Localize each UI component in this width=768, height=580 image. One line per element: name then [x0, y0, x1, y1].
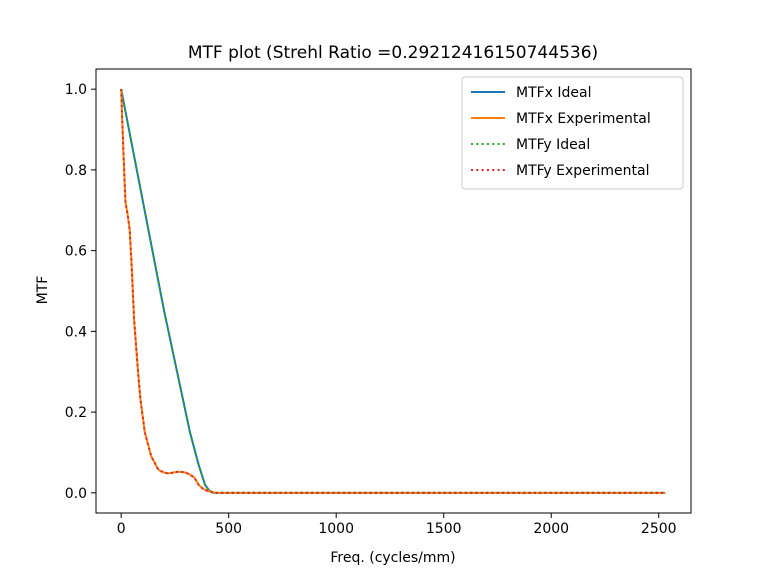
x-tick-label-1: 500	[215, 521, 242, 537]
chart-title: MTF plot (Strehl Ratio =0.29212416150744…	[188, 43, 598, 63]
legend-label-0: MTFx Ideal	[516, 85, 592, 101]
y-tick-label-3: 0.6	[65, 244, 87, 260]
x-tick-label-5: 2500	[641, 521, 677, 537]
series-lines	[120, 88, 666, 494]
x-tick-label-0: 0	[117, 521, 126, 537]
legend-box	[461, 76, 684, 190]
y-tick-label-0: 0.0	[65, 486, 87, 502]
axes-layer: 0 500 1000 1500 2000 2500 0.0 0.2 0.4 0.6 0.8 1.0	[65, 68, 692, 537]
x-tick-label-3: 1500	[426, 521, 462, 537]
y-tick-label-1: 0.2	[65, 405, 87, 421]
series-line-3	[120, 89, 666, 494]
x-tick-label-4: 2000	[533, 521, 569, 537]
legend-label-3: MTFy Experimental	[516, 163, 650, 179]
legend-label-2: MTFy Ideal	[516, 137, 590, 153]
x-axis-label: Freq. (cycles/mm)	[330, 550, 455, 566]
legend: MTFx Ideal MTFx Experimental MTFy Ideal MTF…	[461, 76, 684, 190]
x-tick-label-2: 1000	[318, 521, 354, 537]
y-tick-label-4: 0.8	[65, 163, 87, 179]
y-axis-label: MTF	[35, 276, 51, 305]
plot-layer	[120, 88, 666, 494]
y-tick-label-2: 0.4	[65, 324, 87, 340]
axes-frame	[95, 68, 692, 514]
y-tick-label-5: 1.0	[65, 82, 87, 98]
legend-label-1: MTFx Experimental	[516, 111, 651, 127]
